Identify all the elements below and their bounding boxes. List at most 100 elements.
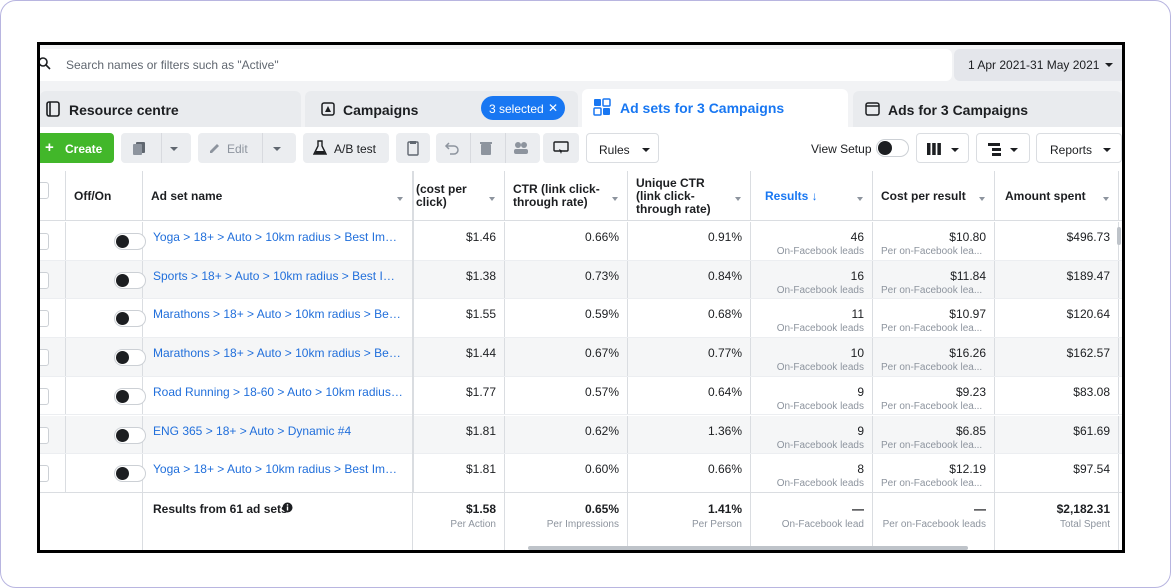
ad-set-name-link[interactable]: Yoga > 18+ > Auto > 10km radius > Best I… (153, 230, 403, 244)
row-checkbox[interactable] (40, 349, 49, 367)
amount-spent-value: $120.64 (1066, 307, 1110, 322)
clear-selection-icon[interactable]: ✕ (548, 101, 559, 115)
ad-set-name-link[interactable]: Marathons > 18+ > Auto > 10km radius > B… (153, 346, 403, 361)
cost-per-result-value: $10.80 (949, 230, 986, 244)
vertical-scrollbar[interactable] (1117, 227, 1121, 245)
col-amount-spent[interactable]: Amount spent (995, 171, 1119, 221)
row-on-off-toggle[interactable] (114, 465, 146, 483)
cost-per-result-sub: Per on-Facebook lea... (881, 284, 983, 296)
row-checkbox[interactable] (40, 271, 49, 289)
amount-spent-value: $189.47 (1066, 268, 1110, 283)
search-icon (40, 57, 52, 76)
ad-set-name-link[interactable]: Road Running > 18-60 > Auto > 10km radiu… (153, 384, 403, 399)
cost-per-result-sub: Per on-Facebook lea... (881, 362, 983, 374)
results-value: 46 (850, 230, 864, 244)
ctr-value: 0.60% (584, 462, 619, 477)
table-header: Off/On Ad set name (cost per click) CTR … (40, 171, 1122, 221)
table-row[interactable]: Yoga > 18+ > Auto > 10km radius > Best I… (40, 222, 1122, 261)
col-amount-spent-label: Amount spent (1005, 189, 1086, 203)
search-box[interactable] (40, 49, 952, 81)
ad-set-name-link[interactable]: Yoga > 18+ > Auto > 10km radius > Best I… (153, 462, 403, 477)
caret-down-icon (734, 192, 742, 206)
col-unique-ctr[interactable]: Unique CTR (link click-through rate) (628, 171, 751, 221)
pencil-icon (208, 141, 222, 158)
ad-set-name-link[interactable]: Marathons > 18+ > Auto > 10km radius > B… (153, 307, 403, 322)
col-results[interactable]: Results ↓ (751, 171, 873, 221)
create-button[interactable]: + Create (40, 133, 114, 163)
caret-down-icon (272, 143, 282, 157)
search-input[interactable] (66, 55, 926, 75)
columns-button[interactable] (916, 133, 969, 163)
row-on-off-toggle[interactable] (114, 426, 146, 444)
date-range-picker[interactable]: 1 Apr 2021-31 May 2021 (954, 49, 1122, 81)
info-icon[interactable] (282, 502, 293, 516)
ctr-value: 0.59% (584, 307, 619, 322)
row-on-off-toggle[interactable] (114, 233, 146, 250)
history-actions-group (436, 133, 540, 163)
col-cpc-label: (cost per click) (416, 182, 467, 209)
horizontal-scrollbar[interactable] (528, 546, 968, 550)
table-row[interactable]: Marathons > 18+ > Auto > 10km radius > B… (40, 338, 1122, 377)
total-results-sub: On-Facebook lead (781, 519, 864, 530)
total-amount-spent: $2,182.31 (1056, 502, 1110, 516)
total-ctr: 0.65% (584, 502, 619, 516)
frozen-column-divider (412, 171, 414, 550)
row-checkbox[interactable] (40, 387, 49, 405)
rules-dropdown[interactable]: Rules (586, 133, 659, 163)
results-sub: On-Facebook leads (776, 439, 864, 451)
clipboard-button[interactable] (396, 133, 430, 163)
preview-button[interactable] (543, 133, 579, 163)
tab-campaigns[interactable]: Campaigns 3 selected ✕ (305, 91, 578, 127)
ctr-value: 0.73% (584, 268, 619, 283)
tab-ads[interactable]: Ads for 3 Campaigns (853, 91, 1122, 127)
row-checkbox[interactable] (40, 310, 49, 328)
table-row[interactable]: Yoga > 18+ > Auto > 10km radius > Best I… (40, 454, 1122, 493)
results-sub: On-Facebook leads (776, 323, 864, 335)
col-name[interactable]: Ad set name (143, 171, 413, 221)
row-checkbox[interactable] (40, 233, 49, 250)
ad-set-name-link[interactable]: Sports > 18+ > Auto > 10km radius > Best… (153, 268, 403, 283)
tab-campaigns-label: Campaigns (343, 102, 419, 118)
caret-down-icon (488, 192, 496, 206)
col-cpc[interactable]: (cost per click) (413, 171, 505, 221)
row-on-off-toggle[interactable] (114, 271, 146, 289)
col-cost-per-result[interactable]: Cost per result (873, 171, 995, 221)
table-row[interactable]: Road Running > 18-60 > Auto > 10km radiu… (40, 376, 1122, 416)
breakdown-button[interactable] (976, 133, 1030, 163)
unique-ctr-value: 0.68% (707, 307, 742, 322)
col-ctr[interactable]: CTR (link click-through rate) (505, 171, 628, 221)
table-row[interactable]: ENG 365 > 18+ > Auto > Dynamic #4 $1.81 … (40, 415, 1122, 455)
table-row[interactable]: Sports > 18+ > Auto > 10km radius > Best… (40, 260, 1122, 300)
row-on-off-toggle[interactable] (114, 349, 146, 367)
edit-button[interactable]: Edit (198, 133, 296, 163)
row-checkbox[interactable] (40, 465, 49, 483)
table-row[interactable]: Marathons > 18+ > Auto > 10km radius > B… (40, 299, 1122, 339)
duplicate-icon (131, 140, 147, 159)
reports-dropdown[interactable]: Reports (1036, 133, 1122, 163)
select-all-checkbox[interactable] (40, 182, 49, 199)
search-bar: 1 Apr 2021-31 May 2021 (40, 49, 1122, 81)
date-range-label: 1 Apr 2021-31 May 2021 (968, 58, 1100, 72)
row-on-off-toggle[interactable] (114, 387, 146, 405)
select-all-cell[interactable] (40, 171, 66, 221)
row-on-off-toggle[interactable] (114, 310, 146, 328)
ab-test-button[interactable]: A/B test (303, 133, 389, 163)
ab-test-label: A/B test (334, 142, 377, 156)
col-unique-ctr-label: Unique CTR (link click-through rate) (636, 176, 711, 216)
results-sub: On-Facebook leads (776, 246, 864, 257)
col-onoff[interactable]: Off/On (66, 171, 143, 221)
undo-icon[interactable] (444, 140, 460, 159)
selected-count-badge[interactable]: 3 selected ✕ (481, 96, 565, 120)
view-setup-toggle[interactable] (876, 139, 909, 157)
people-icon[interactable] (513, 141, 529, 158)
trash-icon[interactable] (479, 140, 493, 159)
total-cpc-sub: Per Action (450, 519, 496, 530)
duplicate-button[interactable] (121, 133, 191, 163)
ad-set-name-link[interactable]: ENG 365 > 18+ > Auto > Dynamic #4 (153, 423, 352, 438)
tab-resource-centre[interactable]: Resource centre (40, 91, 301, 127)
tab-ad-sets[interactable]: Ad sets for 3 Campaigns (582, 89, 848, 129)
total-amount-spent-sub: Total Spent (1059, 519, 1110, 530)
row-checkbox[interactable] (40, 426, 49, 444)
create-label: Create (65, 142, 103, 156)
